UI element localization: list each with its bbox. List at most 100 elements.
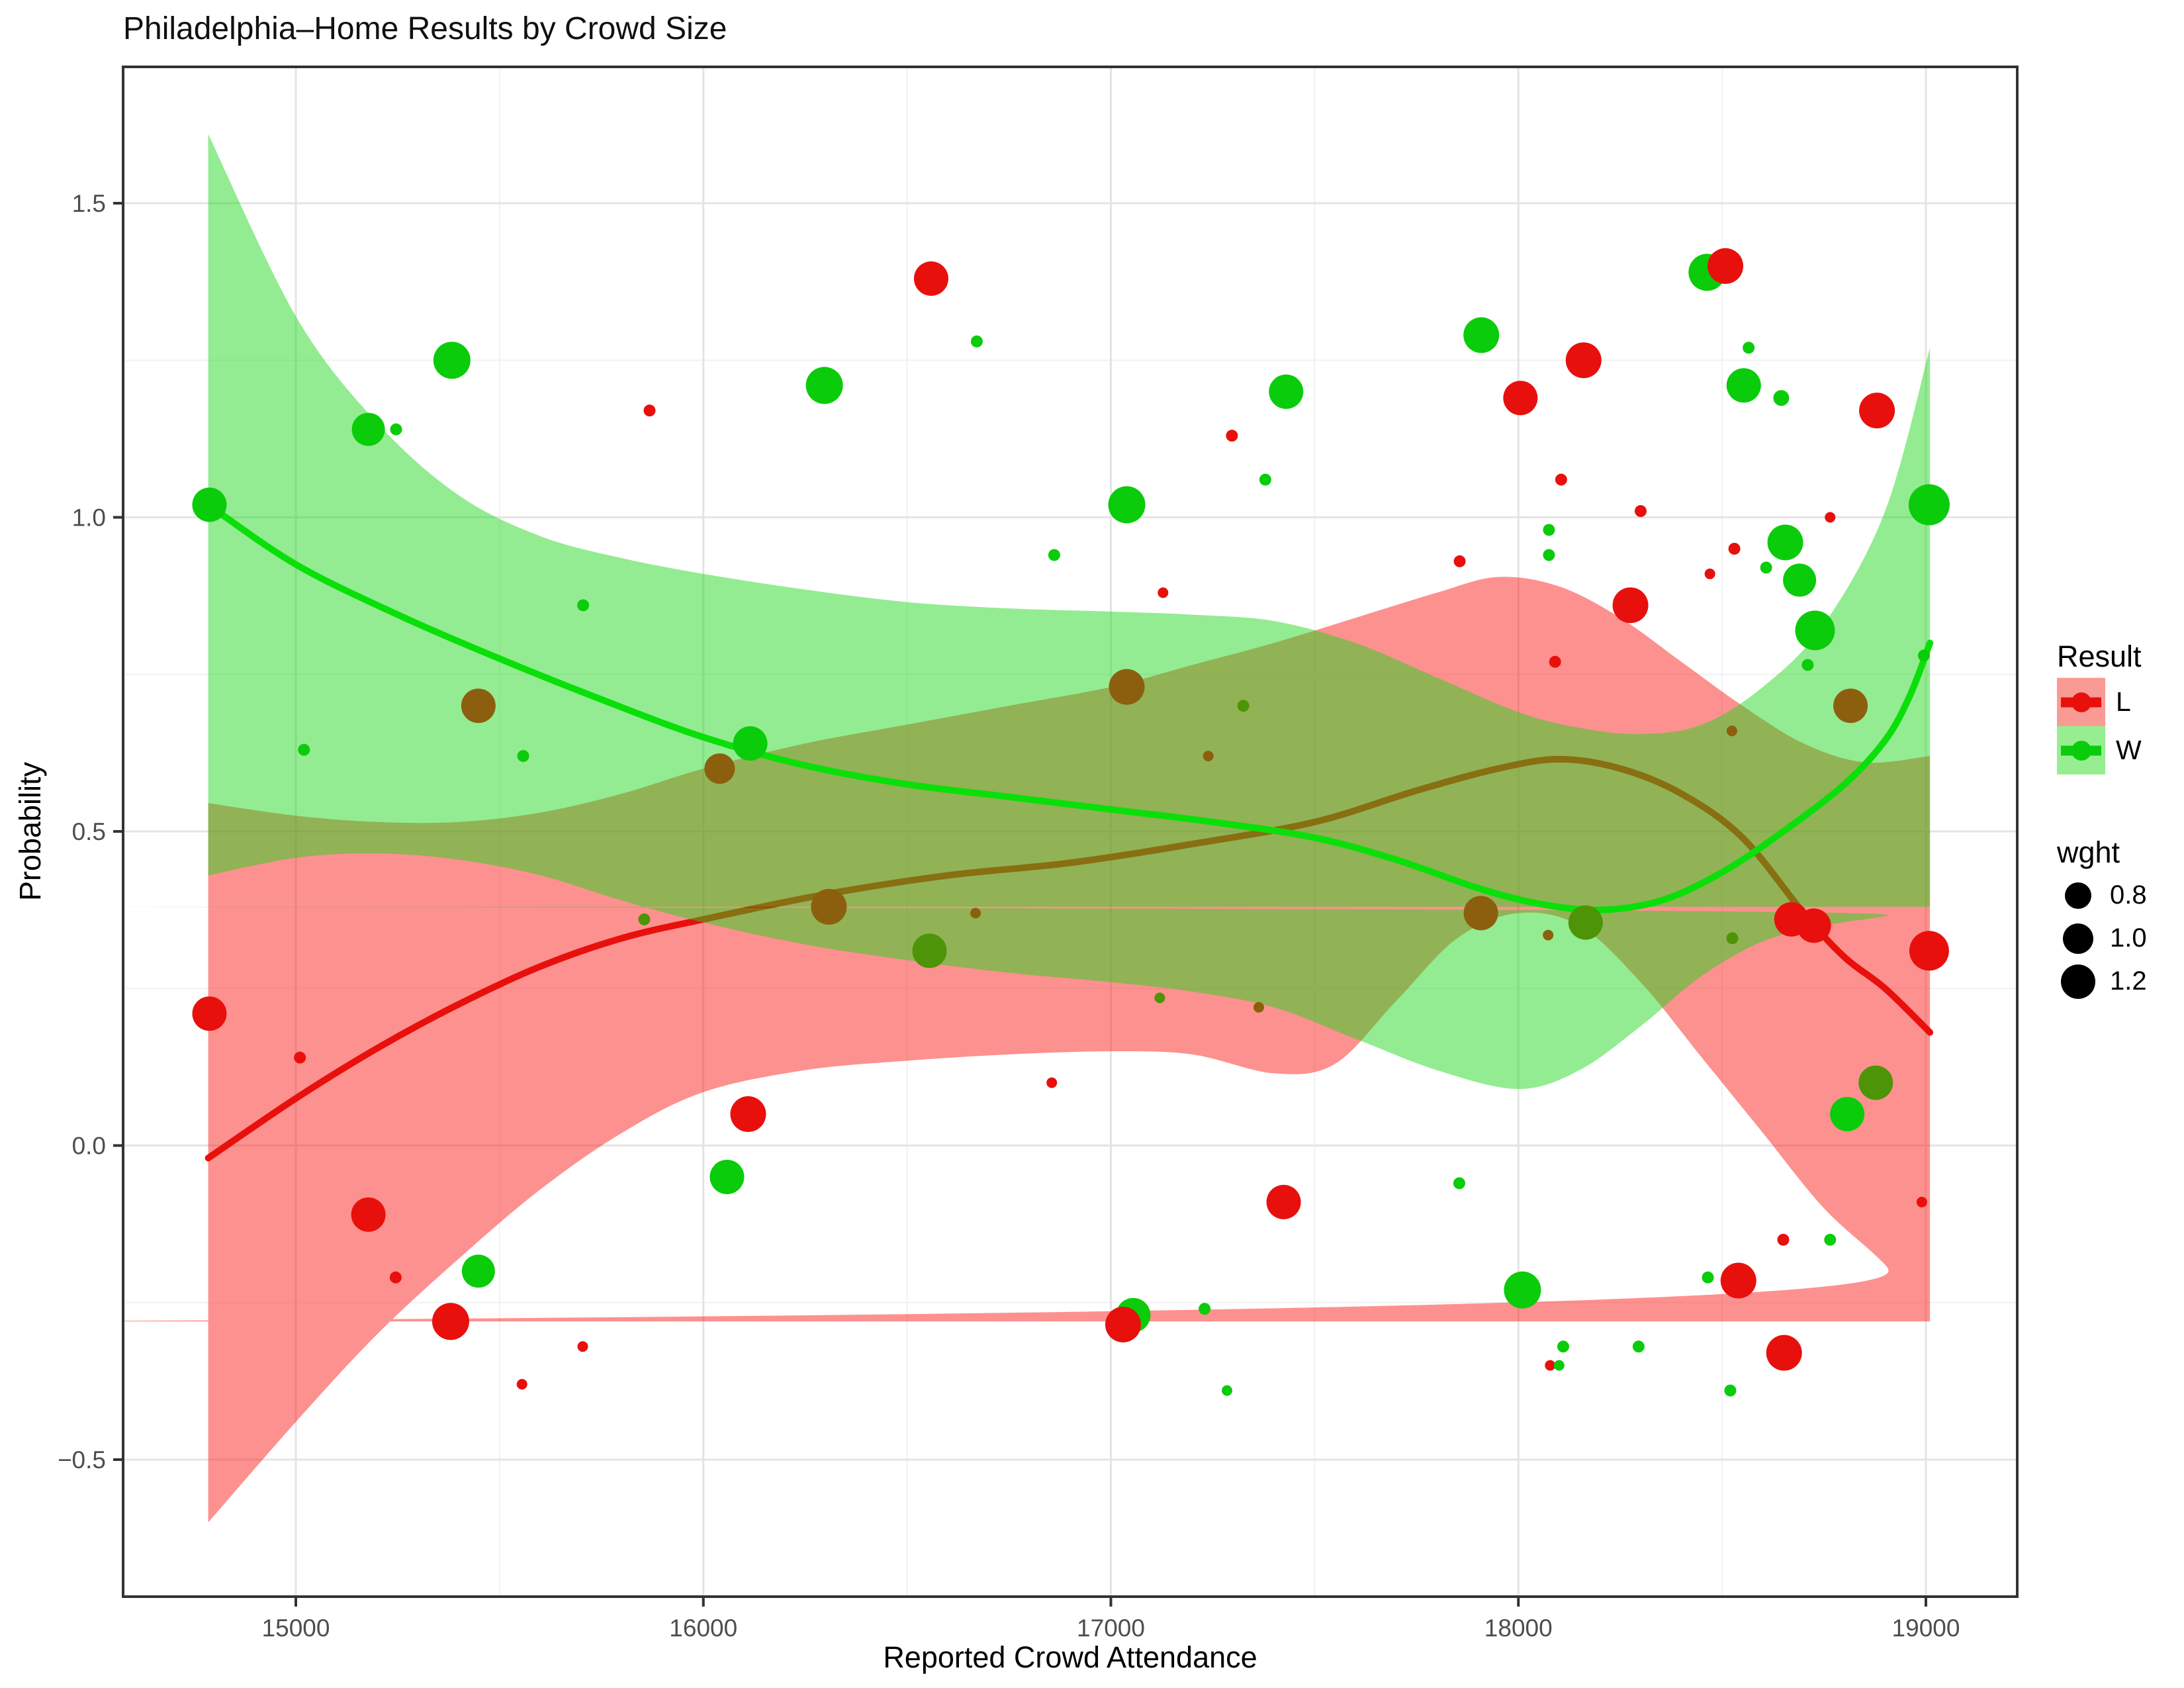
- data-point: [298, 743, 310, 756]
- legend: Result L W wght 0.8 1.0 1.2: [2057, 639, 2184, 1003]
- data-point: [1557, 1340, 1569, 1353]
- data-point: [1269, 374, 1304, 409]
- data-point: [709, 1159, 745, 1194]
- legend-key-W-point-icon: [2071, 740, 2091, 761]
- data-point: [1221, 1385, 1232, 1396]
- y-tick-label: 1.0: [72, 504, 106, 532]
- data-point: [1707, 248, 1744, 284]
- legend-size-label-1: 1.0: [2110, 923, 2147, 953]
- data-point: [1048, 549, 1060, 561]
- data-point: [643, 404, 656, 417]
- data-point: [1199, 1303, 1211, 1315]
- data-point: [1259, 473, 1271, 486]
- data-point: [1632, 1340, 1645, 1353]
- data-point: [192, 996, 227, 1031]
- data-point: [1728, 542, 1741, 555]
- y-tick-label: 1.5: [72, 190, 106, 217]
- data-point: [1463, 317, 1500, 353]
- data-point: [389, 1271, 402, 1284]
- data-point: [1266, 1184, 1301, 1219]
- data-point: [461, 1254, 495, 1288]
- y-tick-label: −0.5: [58, 1446, 106, 1474]
- data-point: [1553, 1360, 1565, 1371]
- data-point: [432, 1303, 469, 1340]
- y-tick-label: 0.0: [72, 1133, 106, 1160]
- data-point: [351, 1197, 386, 1232]
- data-point: [294, 1051, 306, 1064]
- data-point: [704, 753, 735, 784]
- data-point: [1253, 1002, 1265, 1013]
- data-point: [1203, 751, 1214, 762]
- y-tick-label: 0.5: [72, 818, 106, 845]
- data-point: [1453, 555, 1466, 567]
- data-point: [390, 423, 402, 436]
- chart-title: Philadelphia–Home Results by Crowd Size: [123, 11, 727, 46]
- legend-label-L: L: [2116, 686, 2131, 717]
- confidence-ribbon-L: [123, 577, 1931, 1523]
- data-point: [1777, 1233, 1790, 1246]
- data-point: [433, 342, 471, 379]
- data-point: [1824, 1233, 1837, 1246]
- data-point: [1543, 929, 1554, 941]
- data-point: [1634, 505, 1647, 518]
- data-point: [1555, 473, 1567, 486]
- size-dot-icon: [2063, 923, 2093, 954]
- data-point: [1565, 342, 1602, 379]
- data-point: [1612, 587, 1649, 624]
- data-point: [1825, 512, 1836, 523]
- legend-label-W: W: [2116, 735, 2142, 765]
- data-point: [1858, 1065, 1893, 1100]
- confidence-ribbon-W: [123, 134, 1931, 1090]
- data-point: [1767, 524, 1803, 561]
- data-point: [970, 908, 981, 919]
- data-point: [970, 335, 983, 348]
- data-point: [1917, 649, 1930, 662]
- data-point: [1108, 486, 1146, 524]
- legend-item-W: W: [2057, 726, 2184, 774]
- data-point: [638, 913, 651, 925]
- data-point: [733, 726, 768, 761]
- data-point: [1704, 568, 1715, 579]
- data-point: [1795, 610, 1835, 651]
- data-point: [1830, 1097, 1865, 1132]
- legend-key-L-swatch: [2057, 678, 2105, 726]
- data-point: [913, 261, 948, 296]
- data-point: [192, 487, 227, 522]
- data-point: [461, 688, 496, 724]
- legend-size-item-1: 1.0: [2057, 917, 2184, 960]
- legend-size-item-2: 1.2: [2057, 960, 2184, 1003]
- data-point: [351, 412, 385, 446]
- data-point: [1226, 430, 1238, 442]
- size-dot-icon: [2065, 882, 2091, 909]
- legend-item-L: L: [2057, 678, 2184, 726]
- data-layer: [123, 134, 1934, 1523]
- legend-size-label-2: 1.2: [2110, 966, 2147, 996]
- x-tick-label: 16000: [669, 1615, 737, 1642]
- data-point: [1549, 655, 1561, 668]
- data-point: [1453, 1177, 1465, 1190]
- data-point: [1568, 905, 1603, 940]
- x-tick-label: 19000: [1892, 1615, 1960, 1642]
- data-point: [912, 933, 947, 968]
- data-point: [1105, 1306, 1141, 1342]
- trend-line-L: [205, 755, 1934, 1162]
- data-point: [1503, 381, 1538, 416]
- data-point: [1908, 484, 1950, 526]
- data-point: [1859, 393, 1895, 429]
- data-point: [1726, 932, 1739, 945]
- data-point: [1046, 1077, 1058, 1088]
- legend-wght-title: wght: [2057, 835, 2120, 869]
- data-point: [1109, 669, 1145, 705]
- data-point: [1504, 1271, 1541, 1309]
- data-point: [1543, 524, 1555, 536]
- data-point: [1760, 561, 1772, 574]
- points-layer: [192, 248, 1950, 1397]
- data-point: [1702, 1271, 1714, 1284]
- data-point: [1158, 587, 1169, 598]
- data-point: [1724, 1384, 1737, 1397]
- data-point: [1726, 726, 1737, 737]
- data-point: [1726, 368, 1761, 403]
- data-point: [1833, 688, 1868, 724]
- data-point: [1545, 1360, 1556, 1371]
